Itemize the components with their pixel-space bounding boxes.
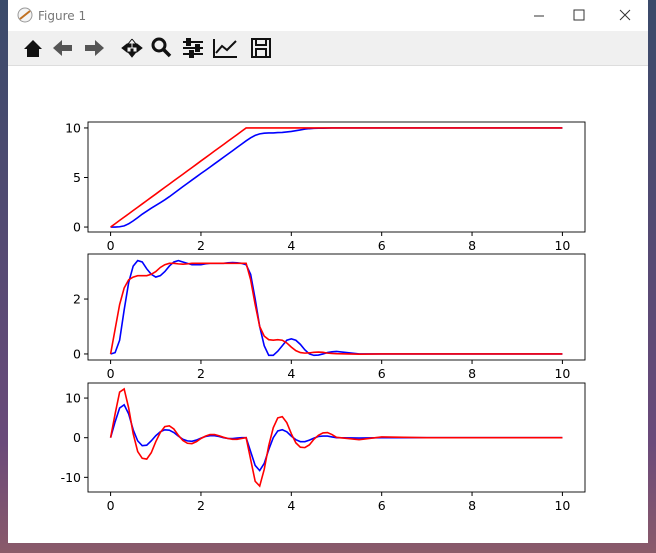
x-tick-label: 8	[468, 238, 476, 253]
window: Figure 1 0 2 4 6 8 10 0 5 10 0 2 4 6 8 10 0 2 0 2 4 6	[8, 0, 648, 543]
data-line	[109, 387, 563, 488]
x-tick-label: 4	[287, 238, 295, 253]
x-tick-label: 0	[107, 498, 115, 513]
home-button[interactable]	[24, 40, 42, 57]
x-tick-label: 4	[287, 498, 295, 513]
x-tick-label: 2	[197, 366, 205, 381]
x-tick-label: 0	[107, 238, 115, 253]
data-line	[109, 403, 563, 472]
title-bar: Figure 1	[8, 0, 648, 31]
x-tick-label: 8	[468, 366, 476, 381]
zoom-button[interactable]	[151, 37, 167, 53]
y-tick-label: -10	[61, 470, 81, 485]
y-tick-label: 10	[65, 120, 81, 135]
y-tick-label: 0	[73, 430, 81, 445]
toolbar-icons	[24, 37, 271, 58]
y-tick-label: 5	[73, 170, 81, 185]
axes-frame	[87, 253, 586, 361]
toolbar	[8, 31, 648, 66]
x-tick-label: 6	[378, 366, 386, 381]
data-line	[110, 259, 563, 357]
x-tick-label: 10	[554, 238, 570, 253]
forward-button[interactable]	[85, 40, 104, 56]
axes-frame	[87, 121, 586, 233]
x-tick-label: 10	[554, 498, 570, 513]
x-tick-label: 10	[554, 366, 570, 381]
x-tick-label: 4	[287, 366, 295, 381]
edit-axis-button[interactable]	[213, 39, 237, 58]
y-tick-label: 2	[73, 292, 81, 307]
figure: 0 2 4 6 8 10 0 5 10 0 2 4 6 8 10 0 2 0 2 4 6 8 10 -10 0 10	[61, 120, 586, 513]
close-button[interactable]	[619, 9, 631, 21]
y-tick-label: 0	[73, 220, 81, 235]
title-bar-graphics: Figure 1	[17, 7, 631, 23]
pan-button[interactable]	[121, 38, 143, 58]
x-tick-label: 6	[378, 238, 386, 253]
zoom-handle	[161, 47, 172, 58]
data-line	[110, 127, 563, 228]
maximize-button[interactable]	[573, 9, 585, 21]
x-tick-label: 6	[378, 498, 386, 513]
y-tick-label: 10	[65, 391, 81, 406]
save-button[interactable]	[251, 38, 271, 58]
configure-button[interactable]	[183, 38, 203, 58]
window-title: Figure 1	[38, 9, 86, 23]
back-button[interactable]	[53, 40, 72, 56]
x-tick-label: 0	[107, 366, 115, 381]
x-tick-label: 8	[468, 498, 476, 513]
x-tick-label: 2	[197, 238, 205, 253]
y-tick-label: 0	[73, 346, 81, 361]
data-line	[109, 262, 563, 356]
app-icon-mark	[19, 10, 31, 20]
axes-frame	[87, 382, 586, 493]
x-tick-label: 2	[197, 498, 205, 513]
